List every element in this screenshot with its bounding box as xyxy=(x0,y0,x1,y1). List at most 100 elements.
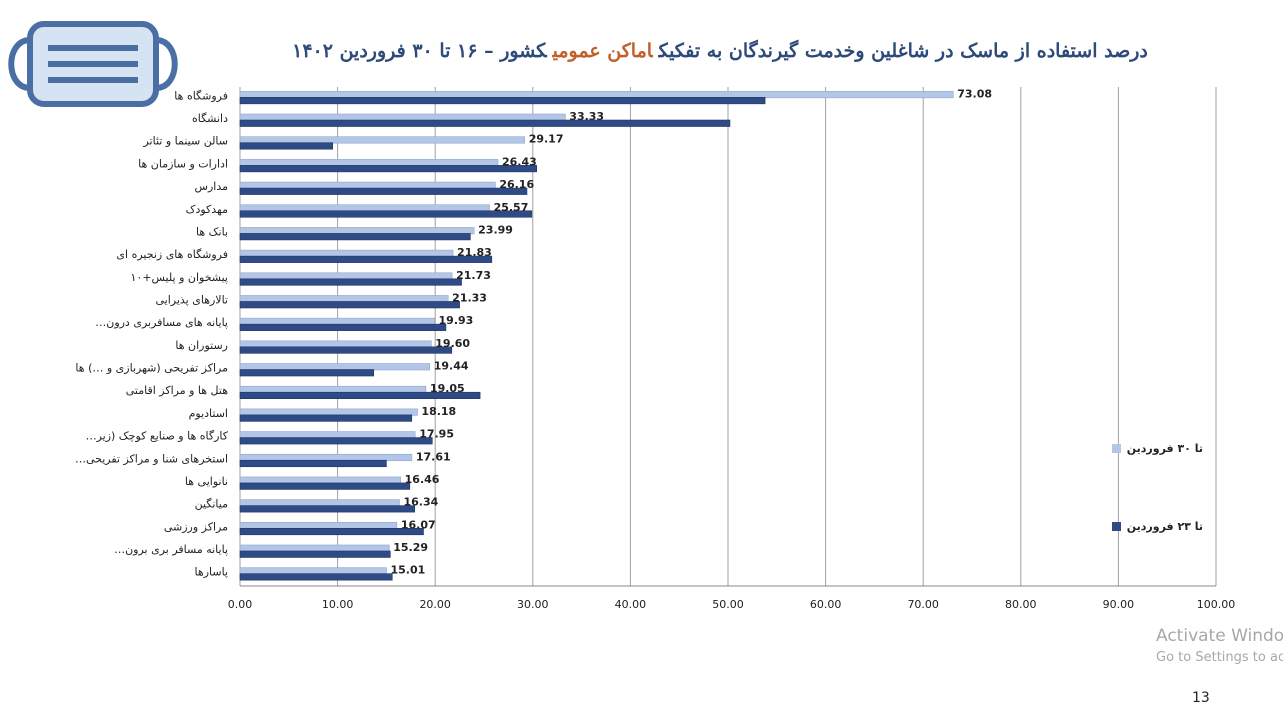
y-tick-label: مراکز ورزشی xyxy=(164,520,228,533)
value-label: 21.83 xyxy=(457,246,492,259)
value-label: 18.18 xyxy=(421,405,456,418)
value-label: 26.43 xyxy=(502,155,537,168)
bar xyxy=(239,453,413,462)
bar xyxy=(239,391,481,400)
bar xyxy=(239,431,416,439)
watermark-line: Activate Windows xyxy=(1156,626,1283,646)
bar xyxy=(239,187,528,195)
bar xyxy=(239,142,334,150)
y-tick-label: مدارس xyxy=(195,180,229,193)
value-label: 25.57 xyxy=(494,201,529,214)
watermark: Activate Windows Go to Settings to activ… xyxy=(1156,626,1283,665)
value-label: 23.99 xyxy=(478,223,513,236)
legend-swatch xyxy=(1112,444,1121,453)
x-tick-label: 30.00 xyxy=(517,598,549,611)
bar xyxy=(239,119,731,127)
legend-label: تا ۲۳ فروردین xyxy=(1127,520,1203,533)
value-label: 21.73 xyxy=(456,269,491,282)
bar xyxy=(239,227,475,235)
value-label: 15.29 xyxy=(393,541,428,554)
x-tick-label: 50.00 xyxy=(712,598,744,611)
x-tick-label: 80.00 xyxy=(1005,598,1037,611)
bar xyxy=(239,369,375,377)
y-tick-label: میانگین xyxy=(195,498,229,511)
y-tick-label: مراکز تفریحی (شهربازی و …) ها xyxy=(75,362,228,375)
bar xyxy=(239,414,413,422)
bar xyxy=(239,476,401,484)
value-label: 16.07 xyxy=(401,518,436,531)
value-label: 29.17 xyxy=(529,133,564,146)
x-tick-label: 70.00 xyxy=(907,598,939,611)
value-label: 15.01 xyxy=(390,564,425,577)
legend-label: تا ۳۰ فروردین xyxy=(1127,442,1203,455)
bar xyxy=(239,521,398,530)
y-tick-label: بانک ها xyxy=(196,225,228,238)
y-tick-label: استخرهای شنا و مراکز تفریحی… xyxy=(75,452,228,465)
y-tick-label: نانوایی ها xyxy=(185,475,228,488)
legend-swatch xyxy=(1112,522,1121,531)
value-label: 21.33 xyxy=(452,291,487,304)
y-tick-label: تالارهای پذیرایی xyxy=(155,293,228,306)
y-tick-label: پاسارها xyxy=(195,566,228,579)
y-tick-label: فروشگاه ها xyxy=(174,89,228,102)
bar xyxy=(239,165,538,173)
bar xyxy=(239,317,435,325)
x-tick-label: 40.00 xyxy=(615,598,647,611)
value-label: 16.34 xyxy=(403,496,438,509)
bar xyxy=(239,233,471,241)
bar xyxy=(239,159,499,167)
bar xyxy=(239,295,449,303)
value-label: 19.05 xyxy=(430,382,465,395)
bar xyxy=(239,340,432,348)
y-tick-label: پایانه های مسافربری درون… xyxy=(95,316,228,329)
bar xyxy=(239,113,566,121)
title-segment: درصد استفاده از ماسک در شاغلین وخدمت گیر… xyxy=(658,40,1148,62)
value-label: 33.33 xyxy=(569,110,604,123)
x-tick-label: 60.00 xyxy=(810,598,842,611)
value-label: 26.16 xyxy=(499,178,534,191)
bar xyxy=(239,323,447,331)
value-label: 19.60 xyxy=(435,337,470,350)
bar xyxy=(239,91,954,99)
page-number: 13 xyxy=(1192,690,1210,705)
bar xyxy=(239,385,427,394)
bar xyxy=(239,210,533,218)
x-tick-label: 20.00 xyxy=(419,598,451,611)
x-tick-label: 100.00 xyxy=(1197,598,1236,611)
x-tick-label: 10.00 xyxy=(322,598,354,611)
y-tick-label: پیشخوان و پلیس+۱۰ xyxy=(130,271,228,284)
bar xyxy=(239,550,391,558)
title-segment: کشور – ۱۶ تا ۳۰ فروردین ۱۴۰۲ xyxy=(292,40,547,62)
bar xyxy=(239,363,431,371)
y-tick-label: سالن سینما و تئاتر xyxy=(142,135,228,148)
bar xyxy=(239,272,453,280)
bar xyxy=(239,255,493,263)
mask-icon xyxy=(8,21,178,107)
y-tick-label: رستوران ها xyxy=(175,339,228,352)
y-tick-label: ادارات و سازمان ها xyxy=(138,157,228,170)
y-tick-label: کارگاه ها و صنایع کوچک (زیر… xyxy=(86,430,229,443)
value-label: 19.44 xyxy=(434,360,469,373)
bar xyxy=(239,567,387,575)
bar xyxy=(239,204,490,212)
x-tick-label: 0.00 xyxy=(228,598,253,611)
bar xyxy=(239,499,400,507)
bar xyxy=(239,181,496,189)
bar xyxy=(239,459,387,468)
y-tick-label: استادیوم xyxy=(189,407,228,420)
bar xyxy=(239,544,390,552)
value-label: 73.08 xyxy=(957,87,992,100)
title-segment: اماکن عمومی xyxy=(552,40,653,62)
value-label: 16.46 xyxy=(405,473,440,486)
bar xyxy=(239,249,454,257)
value-label: 17.95 xyxy=(419,428,454,441)
bar xyxy=(239,346,453,354)
bar xyxy=(239,505,416,513)
bar xyxy=(239,301,460,309)
bar xyxy=(239,97,766,105)
bar xyxy=(239,482,411,490)
y-tick-label: پایانه مسافر بری برون… xyxy=(114,543,228,556)
x-tick-label: 90.00 xyxy=(1103,598,1135,611)
